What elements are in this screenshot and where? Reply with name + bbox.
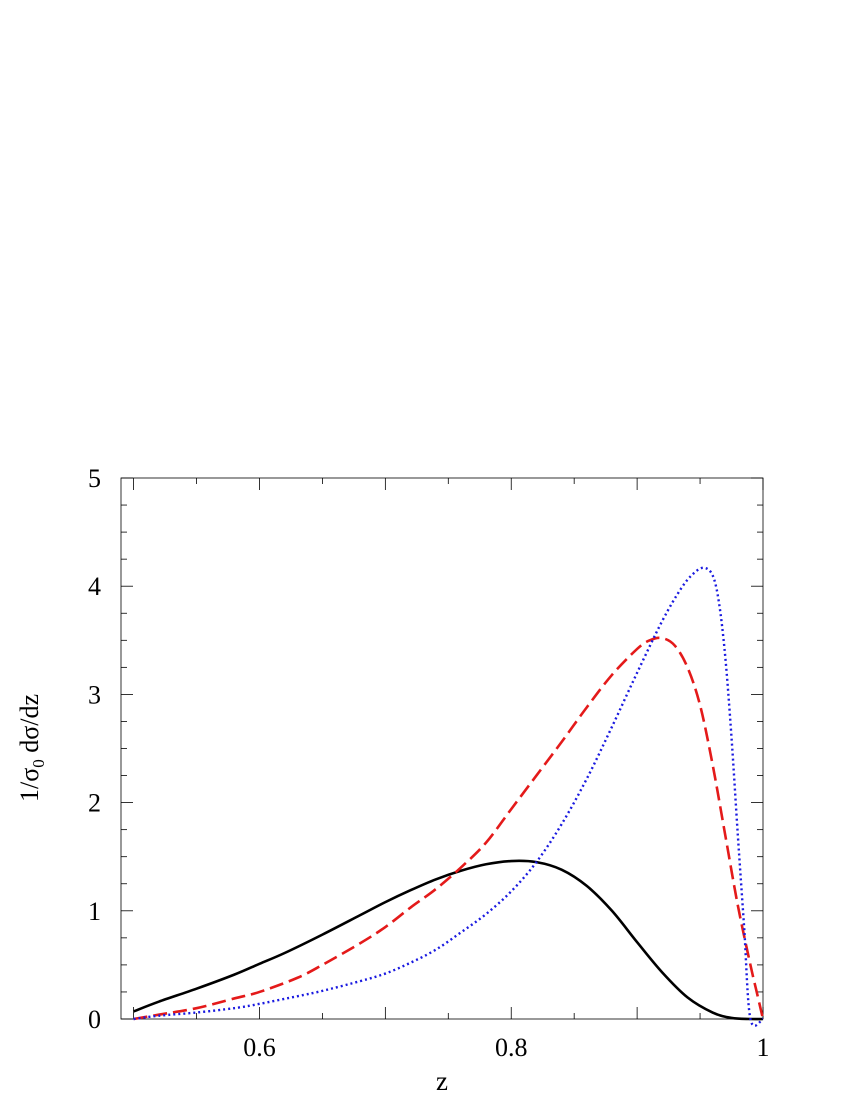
y-tick-label: 4 — [88, 572, 101, 601]
y-tick-label: 0 — [88, 1005, 101, 1034]
y-tick-label: 5 — [88, 464, 101, 493]
x-tick-label: 1 — [757, 1033, 770, 1062]
y-axis-label-main: 1/σ — [15, 768, 44, 802]
y-tick-label: 1 — [88, 897, 101, 926]
y-axis-label-rest: dσ/dz — [15, 694, 44, 759]
series-layer — [133, 566, 765, 1027]
y-axis-ticks: 0 1 2 3 4 5 — [88, 464, 763, 1034]
x-axis-label: z — [436, 1066, 448, 1096]
y-axis-label: 1/σ0 dσ/dz — [15, 694, 48, 802]
x-axis-ticks: 0.6 0.8 1 — [133, 478, 770, 1062]
series-solid-black — [133, 859, 764, 1021]
y-axis-label-subscript: 0 — [29, 759, 48, 768]
series-dotted-blue — [133, 566, 764, 1027]
x-tick-label: 0.8 — [495, 1033, 528, 1062]
y-tick-label: 3 — [88, 680, 101, 709]
y-tick-label: 2 — [88, 789, 101, 818]
plot-frame — [120, 477, 764, 1020]
x-tick-label: 0.6 — [243, 1033, 276, 1062]
series-dashed-red — [133, 636, 765, 1021]
